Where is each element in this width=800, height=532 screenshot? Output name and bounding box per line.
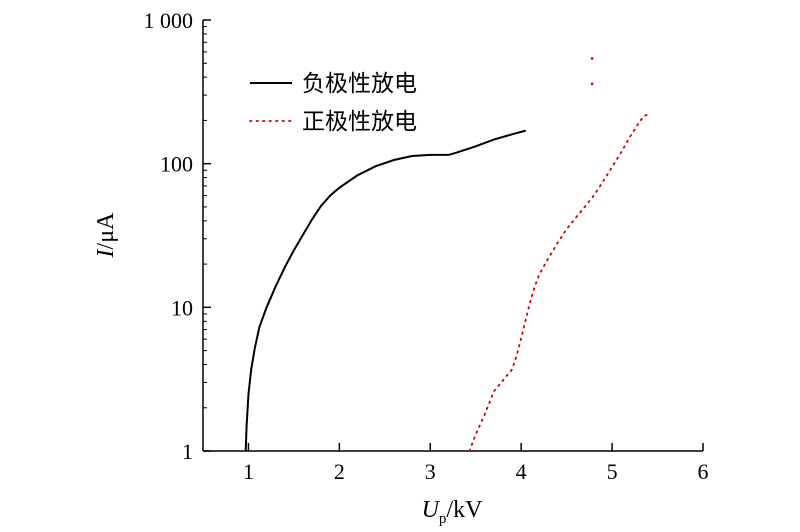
axes xyxy=(202,20,703,452)
y-tick-label: 10 xyxy=(171,295,193,320)
x-tick-label: 3 xyxy=(425,459,436,484)
x-tick-label: 2 xyxy=(334,459,345,484)
legend-label: 正极性放电 xyxy=(302,109,417,135)
x-axis-label: Up/kV xyxy=(422,497,484,527)
x-tick-label: 1 xyxy=(243,459,254,484)
outlier-point xyxy=(590,82,594,86)
x-tick-label: 5 xyxy=(607,459,618,484)
outlier-point xyxy=(590,57,594,60)
y-tick-label: 1 000 xyxy=(144,8,194,33)
x-tick-label: 4 xyxy=(516,459,527,484)
y-ticks: 1 10 100 1 000 xyxy=(144,8,211,464)
legend-label: 负极性放电 xyxy=(302,71,417,97)
series-line-2 xyxy=(468,113,650,452)
y-axis-label: I/μA xyxy=(93,212,119,259)
x-tick-label: 6 xyxy=(698,459,709,484)
series-line-1 xyxy=(244,129,526,452)
y-tick-label: 1 xyxy=(182,439,193,464)
x-ticks: 1 2 3 4 5 6 xyxy=(243,443,709,484)
y-tick-label: 100 xyxy=(160,152,193,177)
plot-area xyxy=(244,57,650,452)
